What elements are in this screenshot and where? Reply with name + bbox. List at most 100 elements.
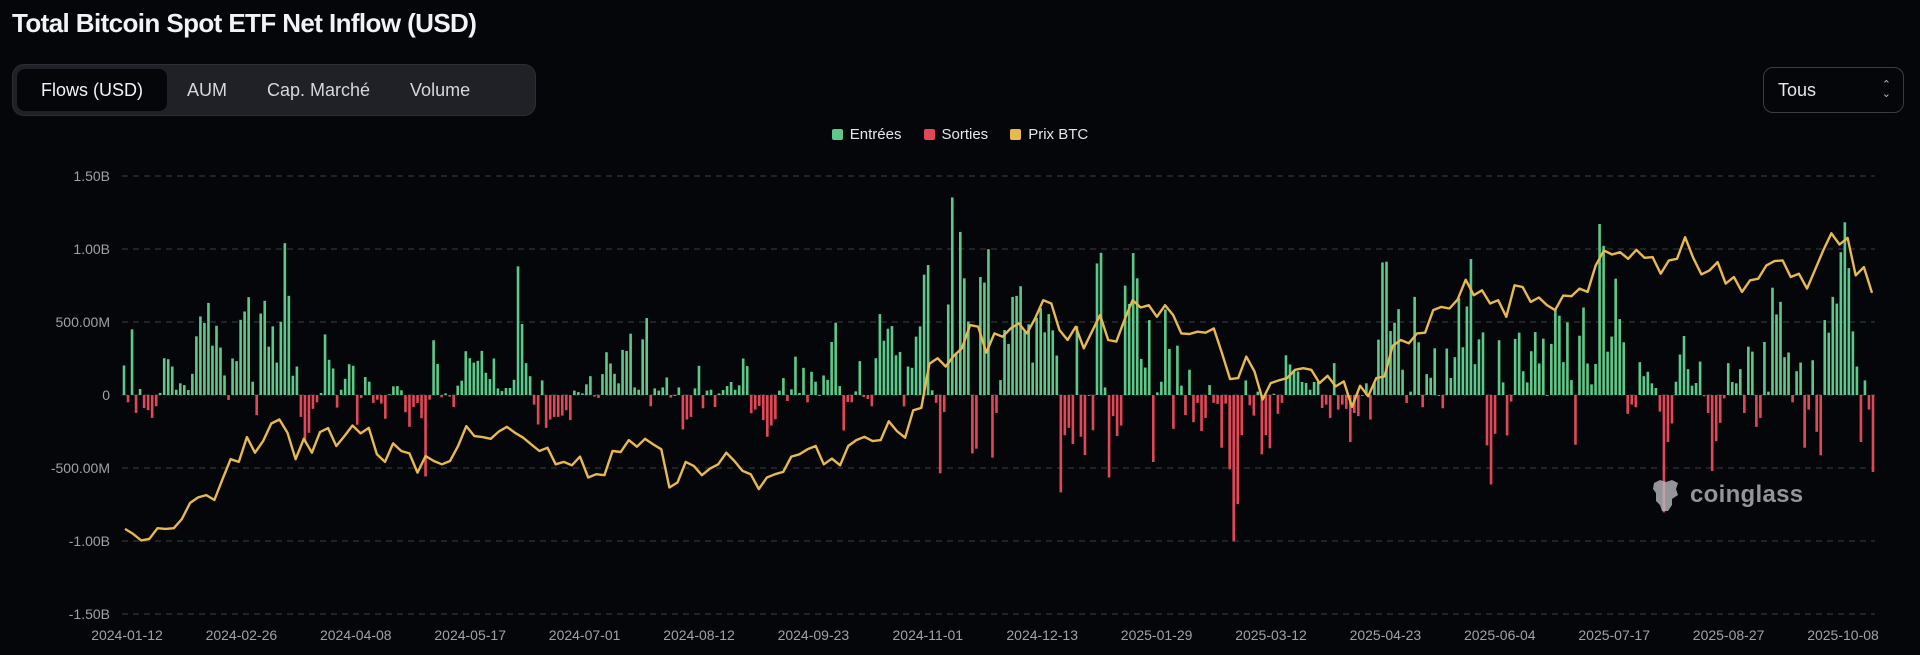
- tab-volume[interactable]: Volume: [410, 79, 471, 100]
- inflow-bar: [946, 304, 950, 395]
- inflow-bar: [1783, 357, 1786, 395]
- inflow-bar: [1795, 371, 1798, 395]
- inflow-bar: [999, 380, 1002, 395]
- outflow-bar: [1755, 395, 1758, 427]
- inflow-bar: [1143, 367, 1147, 395]
- inflow-bar: [589, 376, 592, 395]
- outflow-bar: [1710, 395, 1714, 471]
- legend-item-btc-price[interactable]: Prix BTC: [1010, 126, 1088, 143]
- outflow-bar: [536, 395, 540, 425]
- inflow-bar: [954, 352, 958, 395]
- inflow-bar: [1180, 385, 1183, 395]
- inflow-bar: [1389, 331, 1392, 395]
- inflow-bar: [838, 386, 841, 395]
- inflow-bar: [130, 329, 134, 395]
- inflow-bar: [918, 326, 922, 395]
- inflow-bar: [1529, 351, 1533, 395]
- inflow-bar: [1288, 364, 1292, 395]
- inflow-bar: [1843, 222, 1847, 395]
- inflow-bar: [898, 351, 902, 395]
- outflow-bar: [452, 395, 456, 407]
- inflow-bar: [1300, 382, 1304, 395]
- range-select[interactable]: Tous ⌃ ⌄: [1763, 67, 1904, 113]
- outflow-bar: [142, 395, 146, 408]
- inflow-bar: [1763, 342, 1766, 395]
- outflow-bar: [1489, 395, 1493, 485]
- outflow-bar: [1871, 395, 1875, 472]
- legend-item-outflows[interactable]: Sorties: [923, 126, 989, 143]
- outflow-bar: [1204, 395, 1207, 418]
- inflow-bar: [1393, 322, 1396, 395]
- outflow-bar: [416, 395, 419, 403]
- inflow-bar: [1734, 383, 1738, 395]
- outflow-bar: [1212, 395, 1215, 403]
- inflow-bar: [1827, 332, 1831, 395]
- inflow-bar: [396, 386, 399, 395]
- inflow-bar: [1554, 309, 1557, 395]
- inflow-bar: [1779, 301, 1782, 395]
- y-tick-label: 1.00B: [73, 241, 110, 257]
- outflow-bar: [975, 395, 978, 449]
- inflow-bar: [1726, 363, 1730, 395]
- inflow-bar: [1481, 332, 1485, 395]
- x-tick-label: 2024-11-01: [893, 627, 964, 643]
- page-title: Total Bitcoin Spot ETF Net Inflow (USD): [12, 8, 477, 38]
- inflow-bar: [1425, 374, 1428, 395]
- inflow-bar: [705, 390, 709, 395]
- outflow-bar: [1260, 395, 1264, 455]
- inflow-bar: [162, 358, 166, 395]
- legend-item-inflows[interactable]: Entrées: [831, 126, 902, 143]
- outflow-bar: [532, 395, 536, 405]
- outflow-bar: [1172, 395, 1175, 429]
- x-tick-label: 2024-01-12: [91, 627, 163, 643]
- coinglass-watermark: coinglass: [1650, 477, 1803, 513]
- x-tick-label: 2025-07-17: [1578, 627, 1650, 643]
- inflow-bar: [878, 314, 882, 395]
- inflow-bar: [1176, 345, 1179, 395]
- inflow-bar: [516, 266, 520, 395]
- tab-flows[interactable]: Flows (USD): [17, 69, 167, 111]
- outflow-bar: [380, 395, 383, 404]
- outflow-bar: [1722, 395, 1726, 399]
- inflow-bar: [782, 378, 785, 395]
- outflow-bar: [942, 395, 946, 412]
- inflow-bar: [351, 365, 355, 395]
- inflow-bar: [1590, 384, 1593, 395]
- inflow-bar: [1047, 314, 1051, 395]
- outflow-bar: [1666, 395, 1670, 443]
- inflow-bar: [1823, 320, 1827, 395]
- outflow-bar: [1276, 395, 1280, 414]
- inflow-bar: [1562, 362, 1565, 395]
- inflow-bar: [1147, 320, 1151, 395]
- outflow-bar: [315, 395, 319, 403]
- inflow-bar: [657, 390, 661, 395]
- tab-market-cap[interactable]: Cap. Marché: [267, 79, 371, 100]
- outflow-bar: [556, 395, 560, 417]
- inflow-bar: [367, 381, 371, 395]
- y-tick-label: -1.00B: [69, 533, 110, 549]
- inflow-bar: [1377, 339, 1380, 395]
- inflow-bar: [910, 367, 914, 395]
- outflow-bar: [371, 395, 375, 403]
- outflow-bar: [355, 395, 359, 425]
- inflow-bar: [174, 389, 178, 395]
- outflow-bar: [862, 395, 866, 398]
- inflow-bar: [488, 379, 492, 395]
- inflow-bar: [1099, 252, 1103, 395]
- outflow-bar: [902, 395, 906, 407]
- outflow-bar: [150, 395, 154, 418]
- inflow-bar: [508, 387, 512, 395]
- outflow-bar: [1759, 395, 1762, 418]
- y-tick-label: 500.00M: [56, 314, 110, 330]
- inflow-bar: [1437, 395, 1441, 396]
- inflow-bar: [436, 363, 439, 395]
- legend-label-outflows: Sorties: [941, 126, 989, 143]
- outflow-bar: [404, 395, 407, 413]
- outflow-bar: [255, 395, 258, 416]
- outflow-bar: [1240, 395, 1244, 436]
- inflow-bar: [1413, 296, 1416, 395]
- inflow-bar: [170, 366, 174, 395]
- outflow-bar: [1505, 395, 1509, 436]
- inflow-bar: [950, 197, 954, 395]
- tab-aum[interactable]: AUM: [187, 79, 227, 100]
